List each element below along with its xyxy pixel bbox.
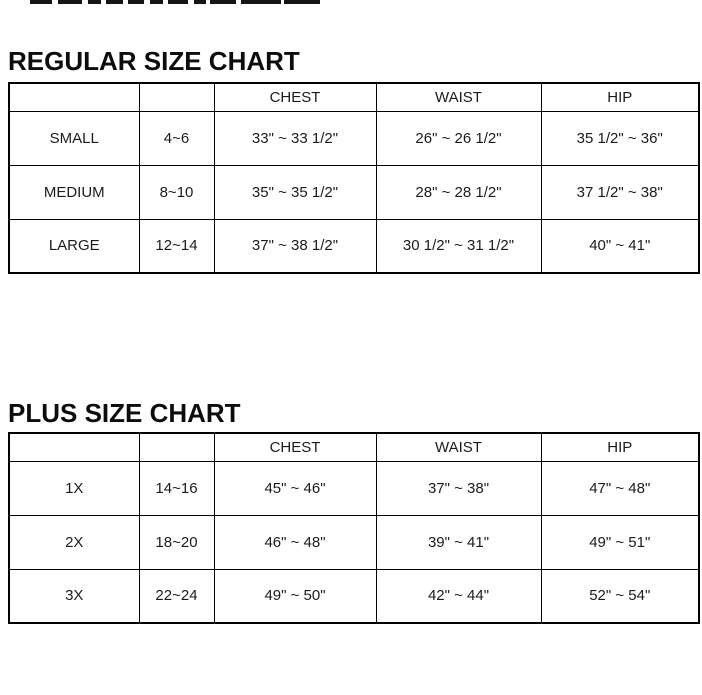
- size-cell: 3X: [8, 568, 140, 624]
- hip-cell: 40" ~ 41": [540, 218, 700, 274]
- chest-cell: 35" ~ 35 1/2": [213, 164, 377, 220]
- column-header-size-blank: [8, 432, 140, 462]
- regular-size-chart-title: REGULAR SIZE CHART: [8, 46, 300, 76]
- hip-cell: 35 1/2" ~ 36": [540, 110, 700, 166]
- column-header-range-blank: [138, 82, 215, 112]
- size-range-cell: 22~24: [138, 568, 215, 624]
- column-header-chest: CHEST: [213, 432, 377, 462]
- hip-cell: 52" ~ 54": [540, 568, 700, 624]
- size-cell: 1X: [8, 460, 140, 516]
- cropped-text-fragment: [284, 0, 320, 4]
- chest-cell: 45" ~ 46": [213, 460, 377, 516]
- cropped-text-fragment: [128, 0, 144, 4]
- table-row: 1X 14~16 45" ~ 46" 37" ~ 38" 47" ~ 48": [8, 460, 700, 516]
- cropped-text-fragment: [168, 0, 188, 4]
- table-header-row: CHEST WAIST HIP: [8, 432, 700, 462]
- hip-cell: 49" ~ 51": [540, 514, 700, 570]
- waist-cell: 26" ~ 26 1/2": [375, 110, 542, 166]
- size-range-cell: 18~20: [138, 514, 215, 570]
- cropped-text-fragment: [106, 0, 123, 4]
- column-header-range-blank: [138, 432, 215, 462]
- cropped-text-fragment: [241, 0, 281, 4]
- hip-cell: 37 1/2" ~ 38": [540, 164, 700, 220]
- chest-cell: 33" ~ 33 1/2": [213, 110, 377, 166]
- plus-size-chart-title: PLUS SIZE CHART: [8, 398, 241, 428]
- chest-cell: 37" ~ 38 1/2": [213, 218, 377, 274]
- hip-cell: 47" ~ 48": [540, 460, 700, 516]
- plus-size-table: CHEST WAIST HIP 1X 14~16 45" ~ 46" 37" ~…: [8, 432, 700, 624]
- table-row: LARGE 12~14 37" ~ 38 1/2" 30 1/2" ~ 31 1…: [8, 218, 700, 274]
- size-range-cell: 4~6: [138, 110, 215, 166]
- table-row: 3X 22~24 49" ~ 50" 42" ~ 44" 52" ~ 54": [8, 568, 700, 624]
- waist-cell: 30 1/2" ~ 31 1/2": [375, 218, 542, 274]
- column-header-waist: WAIST: [375, 82, 542, 112]
- waist-cell: 42" ~ 44": [375, 568, 542, 624]
- size-cell: MEDIUM: [8, 164, 140, 220]
- column-header-size-blank: [8, 82, 140, 112]
- cropped-text-fragment: [88, 0, 101, 4]
- cropped-text-fragment: [150, 0, 163, 4]
- chest-cell: 49" ~ 50": [213, 568, 377, 624]
- cropped-text-fragment-strip: [0, 0, 702, 6]
- waist-cell: 37" ~ 38": [375, 460, 542, 516]
- chest-cell: 46" ~ 48": [213, 514, 377, 570]
- size-cell: SMALL: [8, 110, 140, 166]
- table-row: MEDIUM 8~10 35" ~ 35 1/2" 28" ~ 28 1/2" …: [8, 164, 700, 220]
- cropped-text-fragment: [210, 0, 236, 4]
- column-header-hip: HIP: [540, 432, 700, 462]
- column-header-chest: CHEST: [213, 82, 377, 112]
- size-cell: LARGE: [8, 218, 140, 274]
- size-range-cell: 14~16: [138, 460, 215, 516]
- column-header-hip: HIP: [540, 82, 700, 112]
- column-header-waist: WAIST: [375, 432, 542, 462]
- cropped-text-fragment: [30, 0, 52, 4]
- waist-cell: 28" ~ 28 1/2": [375, 164, 542, 220]
- size-range-cell: 8~10: [138, 164, 215, 220]
- size-cell: 2X: [8, 514, 140, 570]
- size-range-cell: 12~14: [138, 218, 215, 274]
- regular-size-table: CHEST WAIST HIP SMALL 4~6 33" ~ 33 1/2" …: [8, 82, 700, 274]
- table-header-row: CHEST WAIST HIP: [8, 82, 700, 112]
- table-row: 2X 18~20 46" ~ 48" 39" ~ 41" 49" ~ 51": [8, 514, 700, 570]
- waist-cell: 39" ~ 41": [375, 514, 542, 570]
- table-row: SMALL 4~6 33" ~ 33 1/2" 26" ~ 26 1/2" 35…: [8, 110, 700, 166]
- cropped-text-fragment: [58, 0, 82, 4]
- cropped-text-fragment: [194, 0, 206, 4]
